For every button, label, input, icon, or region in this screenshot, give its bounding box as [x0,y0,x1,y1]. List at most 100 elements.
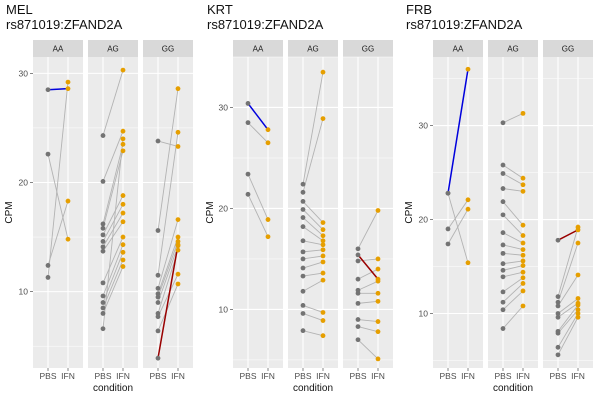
facet-panel [343,57,393,368]
data-point-ifn [520,252,526,258]
data-point-ifn [120,234,126,240]
connector-line [357,339,379,360]
data-point-pbs [500,242,506,248]
data-point-pbs [555,314,561,320]
data-point-pbs [500,120,506,126]
connector-line [47,82,69,278]
facet-strip-label: AA [253,45,264,54]
data-point-pbs [300,198,306,204]
data-point-pbs [300,215,306,220]
y-tick-label: 10 [419,309,429,319]
connector-line [502,252,524,256]
connector-line [357,280,379,291]
data-point-ifn [520,258,526,264]
data-point-pbs [500,299,506,305]
data-point-pbs [355,252,361,258]
facet-strip [143,40,193,57]
x-tick-label: IFN [261,371,275,381]
highlight-line [247,102,269,131]
facet-strip-label: AA [453,45,464,54]
connector-line [47,154,69,240]
chart-title: FRB [406,2,432,17]
connector-line [47,200,69,266]
facet-gg: GG PBS IFN [143,40,193,381]
connector-line [102,266,124,314]
connector-line [302,201,324,223]
data-point-pbs [300,238,306,244]
facet-ag: AG PBS IFN [488,40,538,381]
connector-line [557,302,579,318]
connector-line [157,132,179,276]
connector-line [502,112,524,124]
chart-subtitle: rs871019:ZFAND2A [6,17,123,32]
data-point-ifn [520,222,526,228]
x-tick-label: IFN [371,371,385,381]
data-point-pbs [555,299,561,305]
data-point-pbs [300,207,306,212]
connector-line [447,193,469,263]
connector-line [557,304,579,332]
connector-line [447,199,469,230]
data-point-pbs [155,285,161,291]
facet-aa: AA PBS IFN [433,40,483,381]
data-point-ifn [320,233,326,239]
data-point-ifn [520,188,526,194]
connector-line [557,317,579,356]
data-point-pbs [555,303,561,309]
connector-line [102,195,124,236]
data-point-pbs [300,302,306,308]
data-point-ifn [320,253,326,259]
facet-strip [488,40,538,57]
connector-line [102,138,124,329]
data-point-ifn [375,298,381,304]
x-tick-label: PBS [39,371,56,381]
data-point-ifn [375,356,381,362]
data-point-ifn [175,281,181,287]
connector-line [557,309,579,334]
data-point-pbs [500,162,506,168]
data-point-ifn [520,182,526,188]
data-point-ifn [265,127,271,133]
connector-line [102,150,124,229]
facet-strip-label: AG [507,45,519,54]
data-point-pbs [445,226,451,232]
connector-line [502,188,524,192]
data-point-ifn [265,217,271,222]
data-point-pbs [100,221,106,227]
data-point-pbs [555,294,561,299]
data-point-ifn [175,217,181,222]
data-point-pbs [300,265,306,271]
facet-gg: GG PBS IFN [543,40,593,381]
facet-panel [233,57,283,368]
data-point-pbs [500,289,506,295]
data-point-ifn [175,247,181,253]
data-point-pbs [555,237,561,243]
data-point-ifn [320,227,326,233]
connector-line [357,326,379,333]
x-axis-label: condition [493,383,533,394]
data-point-pbs [355,290,361,296]
connector-line [102,244,124,297]
facet-strip [88,40,138,57]
facet-ag: AG PBS IFN [88,40,138,381]
facet-strip-label: GG [562,45,574,54]
y-axis-label: CPM [4,201,15,223]
data-point-pbs [100,311,106,316]
data-point-ifn [65,79,71,85]
data-point-ifn [520,110,526,116]
data-point-ifn [320,333,326,339]
data-point-pbs [500,307,506,313]
connector-line [247,194,269,237]
y-tick-label: 20 [19,177,29,187]
facet-ag: AG PBS IFN [288,40,338,381]
connector-line [502,271,524,278]
y-tick-label: 20 [219,203,229,213]
data-point-pbs [100,300,106,305]
connector-line [302,209,324,230]
data-point-pbs [45,263,51,268]
data-point-pbs [45,151,51,157]
highlight-line [447,69,469,194]
data-point-pbs [245,171,251,177]
data-point-pbs [155,138,161,144]
